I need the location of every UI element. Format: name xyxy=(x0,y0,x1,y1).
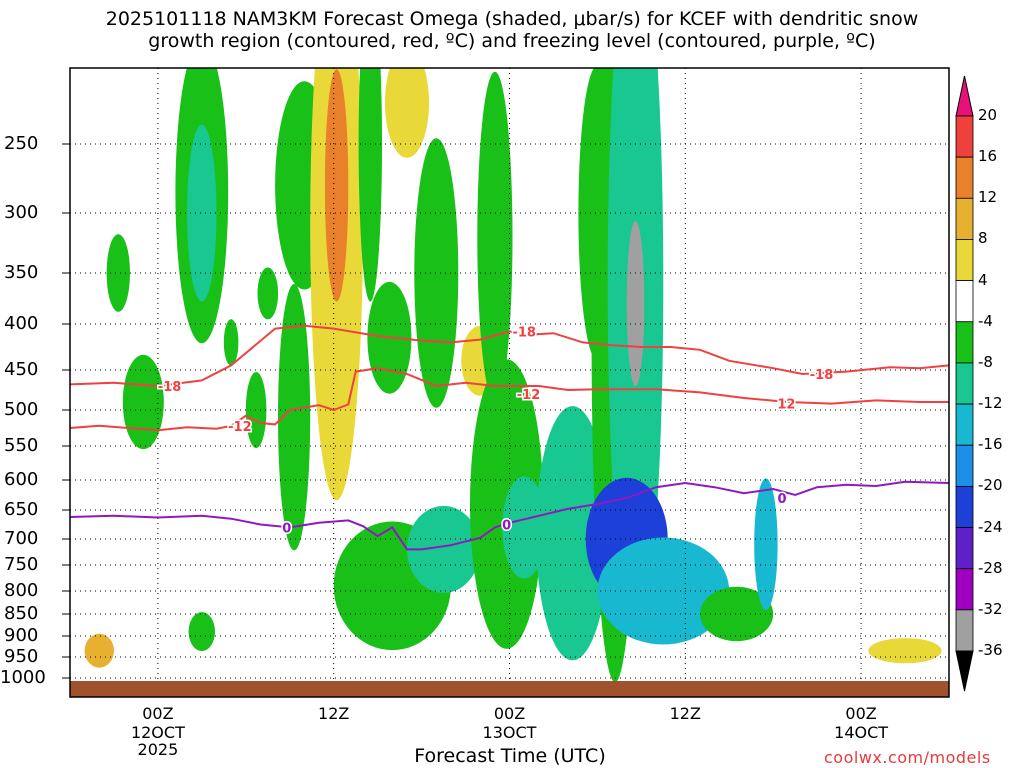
y-tick-label: 250 xyxy=(4,133,39,154)
colorbar-swatch xyxy=(955,156,974,199)
omega-region xyxy=(700,586,774,642)
x-axis-title: Forecast Time (UTC) xyxy=(414,745,606,767)
ground-surface xyxy=(70,681,949,697)
x-tick-label: 00Z xyxy=(845,704,877,723)
colorbar-label: -12 xyxy=(978,394,1003,413)
colorbar-bottom-arrow xyxy=(955,650,974,692)
colorbar-label: -8 xyxy=(978,352,993,371)
omega-region xyxy=(535,406,610,661)
y-tick-label: 350 xyxy=(4,262,39,283)
y-tick-label: 700 xyxy=(4,528,39,549)
contour-label: -18 xyxy=(158,380,182,395)
omega-region xyxy=(754,478,778,610)
colorbar-label: 12 xyxy=(978,188,998,207)
colorbar-label: -24 xyxy=(978,517,1003,536)
colorbar-swatch xyxy=(955,609,974,652)
omega-region xyxy=(626,221,645,387)
contour-line xyxy=(70,324,949,388)
y-tick-label: 400 xyxy=(4,313,39,334)
x-tick-label: 13OCT xyxy=(482,723,537,742)
y-tick-label: 500 xyxy=(4,399,39,420)
x-tick-label: 2025 xyxy=(137,740,179,759)
colorbar-swatch xyxy=(955,362,974,405)
colorbar-label: 4 xyxy=(978,270,988,289)
colorbar-label: 20 xyxy=(978,106,998,124)
colorbar-swatch xyxy=(955,485,974,528)
y-tick-label: 600 xyxy=(4,469,39,490)
y-tick-label: 1000 xyxy=(0,667,46,688)
y-tick-label: 650 xyxy=(4,499,39,520)
omega-shading-group xyxy=(84,68,942,683)
omega-region xyxy=(278,284,311,551)
x-tick-label: 00Z xyxy=(493,704,526,723)
omega-region xyxy=(597,537,730,645)
omega-region xyxy=(324,69,349,302)
colorbar-swatch xyxy=(955,197,974,240)
omega-region xyxy=(84,633,115,668)
colorbar-swatch xyxy=(955,444,974,487)
y-tick-label: 950 xyxy=(4,646,39,667)
x-tick-label: 12Z xyxy=(669,704,701,723)
y-tick-label: 750 xyxy=(4,554,39,575)
contour-label: -12 xyxy=(517,388,541,403)
omega-region xyxy=(358,68,382,302)
x-tick-label: 12Z xyxy=(318,704,350,723)
omega-region xyxy=(477,71,513,403)
y-tick-label: 450 xyxy=(4,359,39,380)
omega-region xyxy=(257,267,279,320)
colorbar-swatch xyxy=(955,321,974,364)
chart-title-line1: 2025101118 NAM3KM Forecast Omega (shaded… xyxy=(105,8,919,30)
credit-link[interactable]: coolwx.com/models xyxy=(824,748,991,767)
colorbar-label: 16 xyxy=(978,147,998,166)
colorbar-top-arrow xyxy=(955,75,974,117)
colorbar-swatch xyxy=(955,527,974,570)
omega-region xyxy=(223,319,239,366)
omega-region xyxy=(868,638,942,664)
omega-region xyxy=(188,612,215,652)
colorbar-label: 8 xyxy=(978,229,988,248)
contour-line xyxy=(70,480,949,551)
colorbar-swatch xyxy=(955,239,974,282)
colorbar-label: -20 xyxy=(978,476,1003,495)
y-tick-label: 550 xyxy=(4,435,39,456)
colorbar-label: -16 xyxy=(978,435,1003,454)
omega-region xyxy=(187,124,217,302)
plot-frame xyxy=(69,67,950,698)
colorbar-label: -28 xyxy=(978,558,1003,577)
contour-label: -18 xyxy=(512,325,536,340)
contour-label: 0 xyxy=(282,521,291,536)
x-tick-label: 14OCT xyxy=(834,723,889,742)
colorbar-label: -4 xyxy=(978,311,993,330)
omega-region xyxy=(245,372,267,448)
y-tick-label: 300 xyxy=(4,202,39,223)
contour-line xyxy=(70,367,949,432)
colorbar-label: -36 xyxy=(978,641,1003,659)
contour-label: -18 xyxy=(810,368,834,383)
omega-region xyxy=(122,354,164,450)
omega-region xyxy=(106,234,130,312)
contour-label: -12 xyxy=(228,420,252,435)
colorbar-label: -32 xyxy=(978,599,1003,618)
y-tick-label: 900 xyxy=(4,625,39,646)
contour-label: 0 xyxy=(777,492,786,507)
x-tick-label: 00Z xyxy=(142,704,174,723)
contour-group: -18 -18 -18 -12 -12 12 0 0 0 xyxy=(70,324,949,551)
contour-label: 0 xyxy=(502,519,511,534)
omega-region xyxy=(385,68,429,158)
colorbar-swatch xyxy=(955,403,974,446)
x-tick-label: 12OCT xyxy=(130,723,185,742)
omega-region xyxy=(407,505,481,593)
chart-title-line2: growth region (contoured, red, ºC) and f… xyxy=(148,30,876,52)
colorbar-swatch xyxy=(955,280,974,323)
y-tick-label: 850 xyxy=(4,603,39,624)
colorbar-swatch xyxy=(955,568,974,611)
omega-region xyxy=(502,476,547,579)
y-tick-label: 800 xyxy=(4,580,39,601)
colorbar-swatch xyxy=(955,115,974,158)
contour-label: 12 xyxy=(777,398,795,413)
